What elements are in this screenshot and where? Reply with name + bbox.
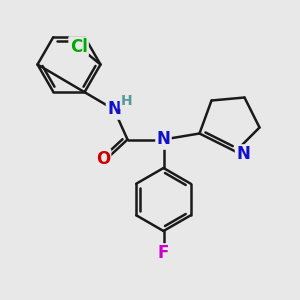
Text: N: N: [157, 130, 170, 148]
Text: N: N: [107, 100, 121, 118]
Text: F: F: [158, 244, 169, 262]
Text: H: H: [121, 94, 132, 108]
Text: N: N: [236, 146, 250, 164]
Text: O: O: [96, 150, 110, 168]
Text: Cl: Cl: [70, 38, 88, 56]
